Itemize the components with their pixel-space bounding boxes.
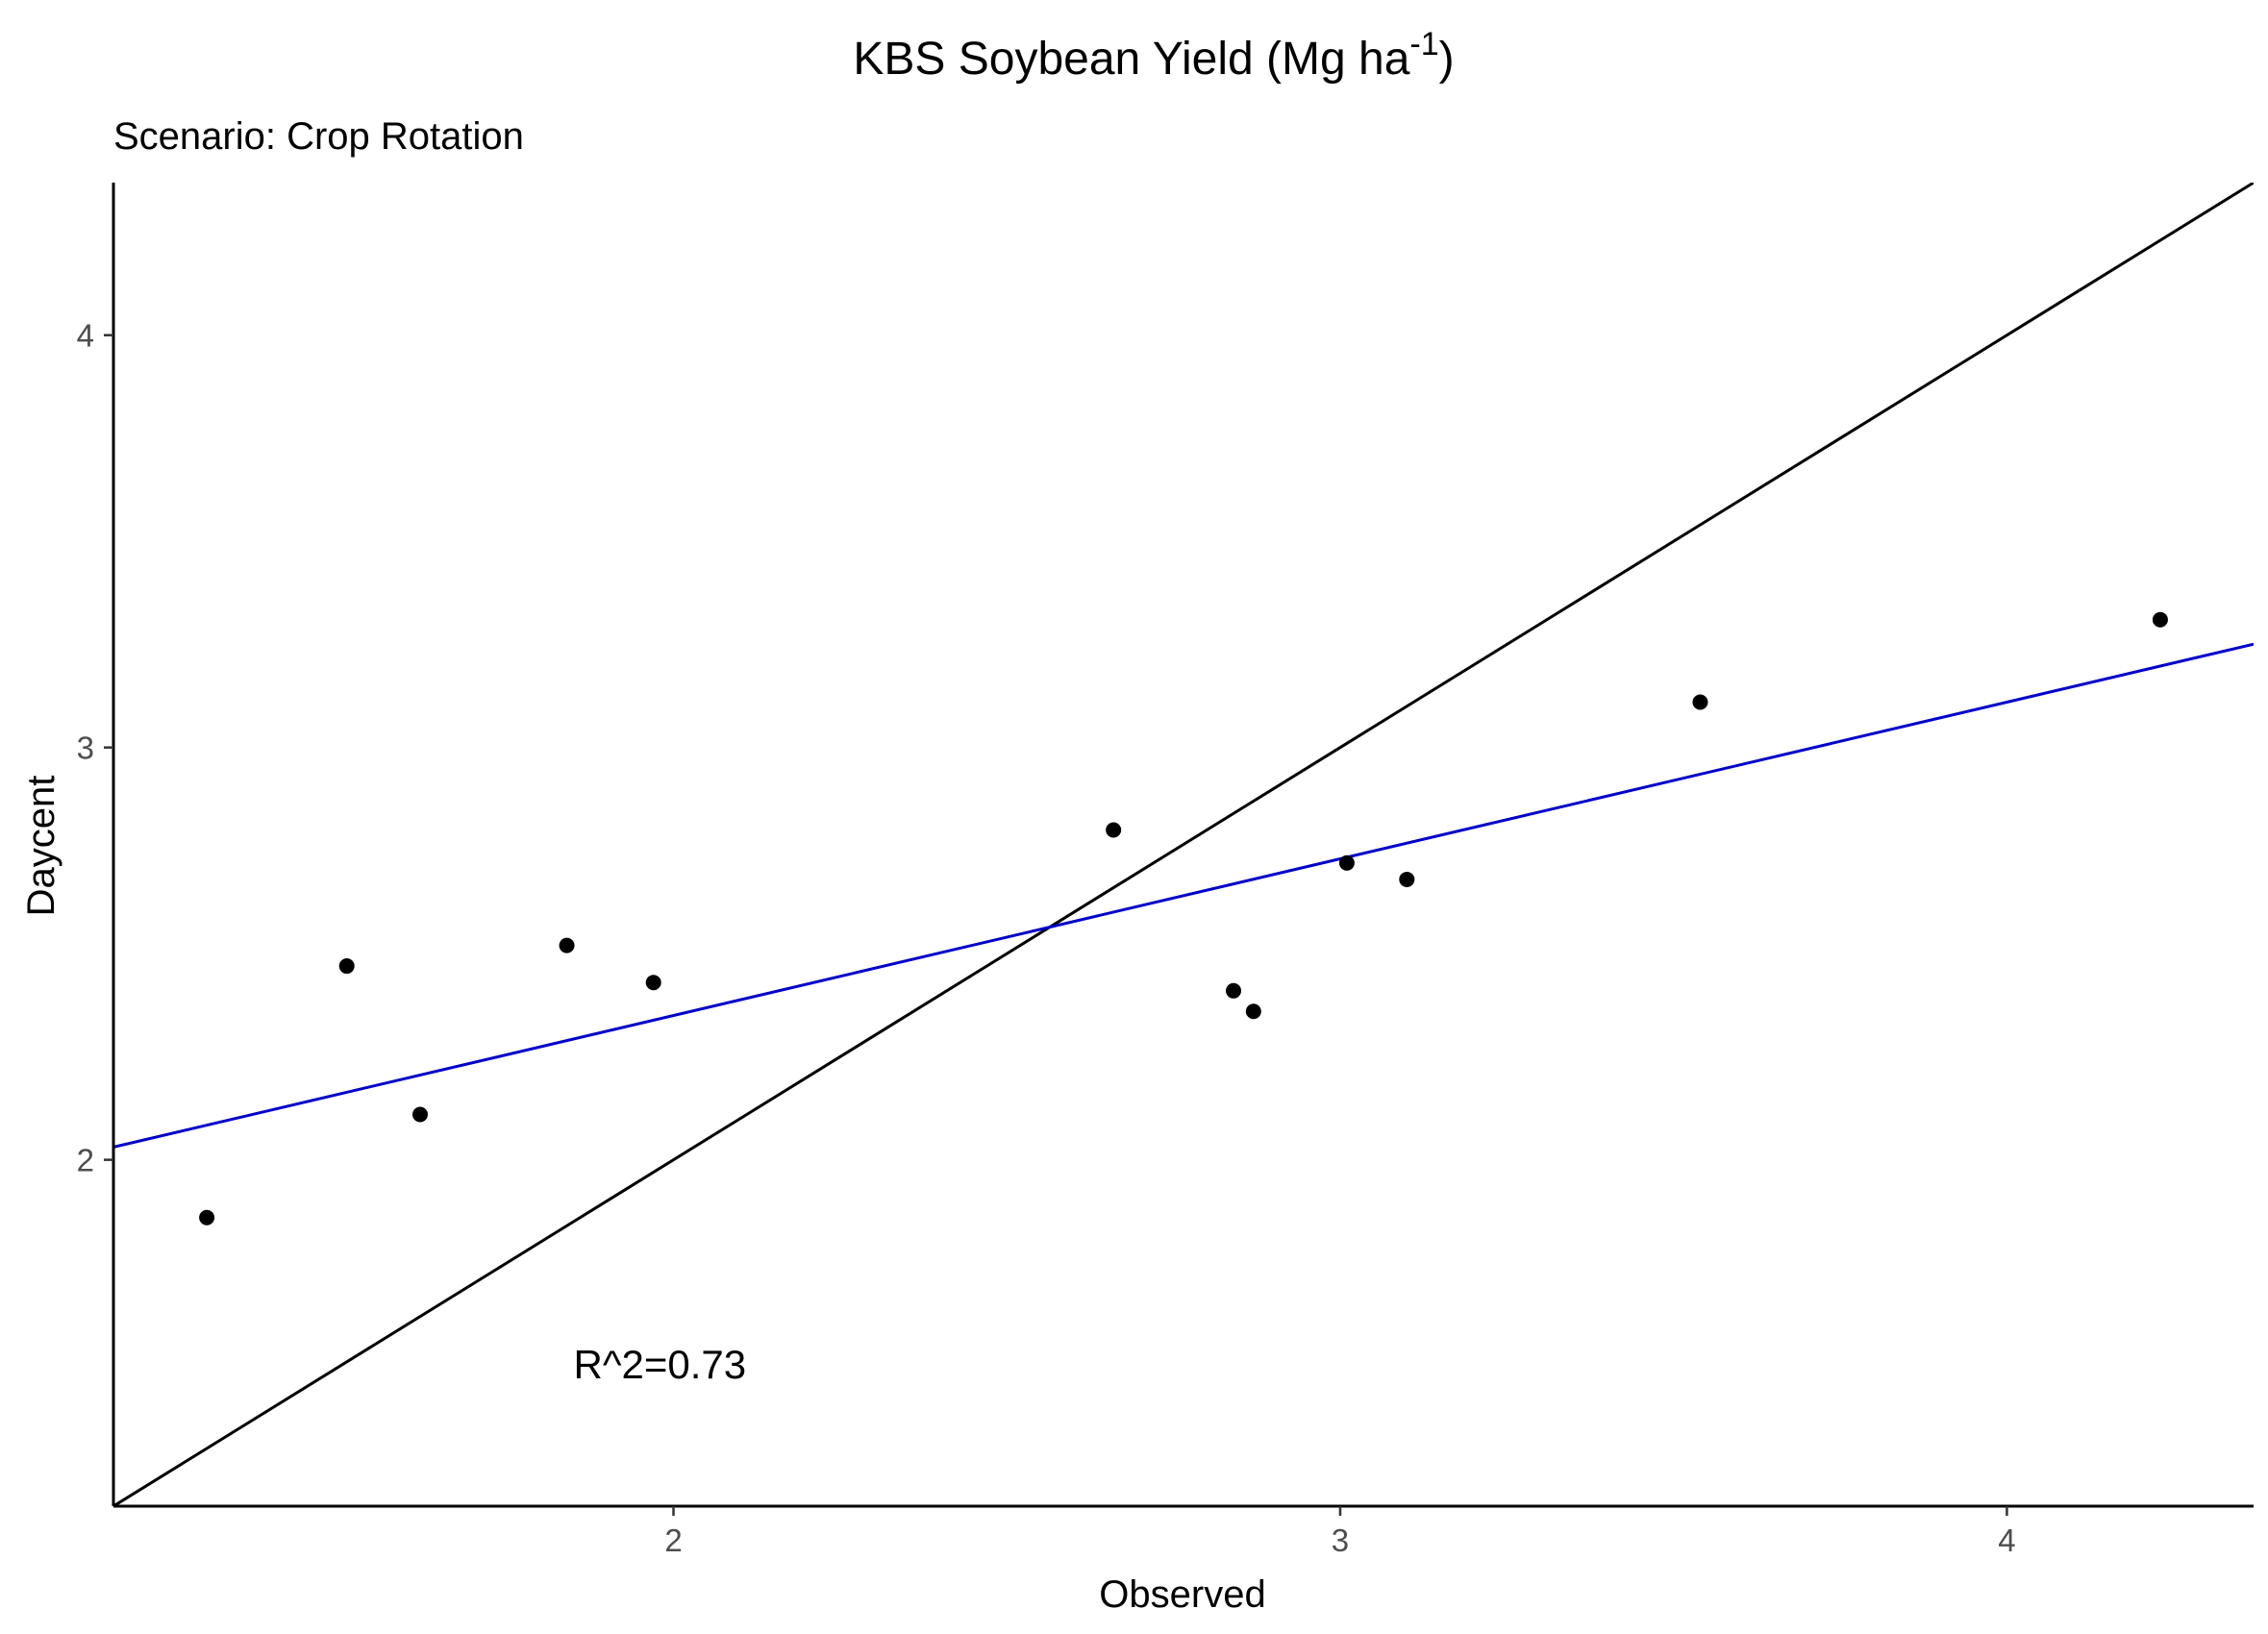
chart-title-superscript: -1 <box>1409 26 1438 62</box>
chart-title-main: KBS Soybean Yield (Mg ha <box>853 34 1409 85</box>
y-tick-label: 3 <box>77 730 94 766</box>
x-tick-label: 4 <box>1998 1523 2015 1558</box>
chart-title: KBS Soybean Yield (Mg ha-1) <box>853 26 1454 85</box>
data-point <box>559 937 575 953</box>
x-tick-label: 2 <box>664 1523 682 1558</box>
data-point <box>1106 822 1122 838</box>
data-point <box>411 1106 428 1123</box>
data-point <box>2152 611 2168 628</box>
chart-subtitle: Scenario: Crop Rotation <box>113 115 524 158</box>
y-tick-label: 2 <box>77 1143 94 1178</box>
y-tick-label: 4 <box>77 318 94 354</box>
data-point <box>645 975 661 991</box>
data-point <box>1692 694 1708 710</box>
one-to-one-line <box>113 183 2254 1506</box>
x-tick-label: 3 <box>1332 1523 1349 1558</box>
y-axis-title: Daycent <box>20 776 62 917</box>
chart-title-close: ) <box>1439 34 1455 85</box>
regression-line <box>113 642 2254 1149</box>
r-squared-annotation: R^2=0.73 <box>573 1342 746 1387</box>
data-point <box>199 1209 215 1226</box>
x-axis-title: Observed <box>1099 1573 1265 1616</box>
data-point <box>1245 1003 1261 1020</box>
data-point <box>338 958 355 975</box>
data-point <box>1338 854 1355 871</box>
data-point <box>1226 982 1242 999</box>
data-point <box>1399 871 1415 887</box>
plot-area: 2 3 4 2 3 4 R^2=0.73 <box>77 183 2254 1558</box>
